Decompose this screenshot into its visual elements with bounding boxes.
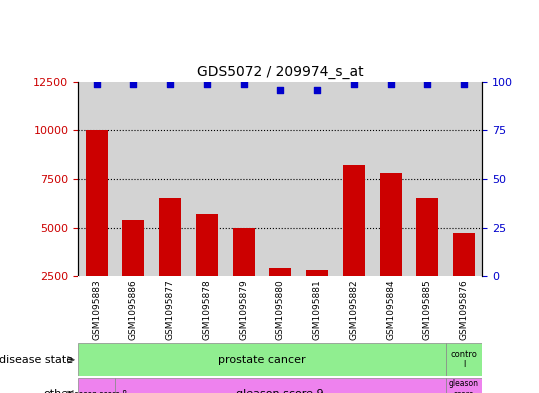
Text: GSM1095884: GSM1095884 xyxy=(386,279,395,340)
Point xyxy=(203,81,211,87)
Bar xyxy=(379,173,402,276)
Text: gleason score 9: gleason score 9 xyxy=(237,389,324,393)
Bar xyxy=(159,198,181,276)
Point xyxy=(276,86,285,93)
Point xyxy=(239,81,248,87)
Text: contro
l: contro l xyxy=(451,350,478,369)
Text: GSM1095879: GSM1095879 xyxy=(239,279,248,340)
Text: GSM1095880: GSM1095880 xyxy=(276,279,285,340)
Bar xyxy=(416,198,438,276)
Bar xyxy=(122,220,144,276)
Text: other: other xyxy=(43,389,73,393)
Bar xyxy=(446,343,482,376)
Bar xyxy=(453,233,475,276)
Text: prostate cancer: prostate cancer xyxy=(218,355,306,365)
Bar xyxy=(196,214,218,276)
Text: disease state: disease state xyxy=(0,355,73,365)
Point xyxy=(165,81,174,87)
Bar xyxy=(446,378,482,393)
Bar xyxy=(343,165,365,276)
Point xyxy=(313,86,321,93)
Point xyxy=(92,81,101,87)
Bar xyxy=(270,268,291,276)
Point xyxy=(129,81,137,87)
Text: GSM1095878: GSM1095878 xyxy=(202,279,211,340)
Text: gleason score 8: gleason score 8 xyxy=(66,390,127,393)
Title: GDS5072 / 209974_s_at: GDS5072 / 209974_s_at xyxy=(197,65,364,79)
Point xyxy=(423,81,432,87)
Text: gleason
score
n/a: gleason score n/a xyxy=(449,380,479,393)
Bar xyxy=(115,378,446,393)
Point xyxy=(349,81,358,87)
Text: GSM1095885: GSM1095885 xyxy=(423,279,432,340)
Bar xyxy=(306,270,328,276)
Bar xyxy=(232,228,254,276)
Text: GSM1095886: GSM1095886 xyxy=(129,279,138,340)
Text: GSM1095881: GSM1095881 xyxy=(313,279,322,340)
Bar xyxy=(78,378,115,393)
Bar xyxy=(86,130,108,276)
Point xyxy=(386,81,395,87)
Text: GSM1095882: GSM1095882 xyxy=(349,279,358,340)
Text: GSM1095883: GSM1095883 xyxy=(92,279,101,340)
Text: GSM1095877: GSM1095877 xyxy=(165,279,175,340)
Text: GSM1095876: GSM1095876 xyxy=(460,279,468,340)
Point xyxy=(460,81,468,87)
